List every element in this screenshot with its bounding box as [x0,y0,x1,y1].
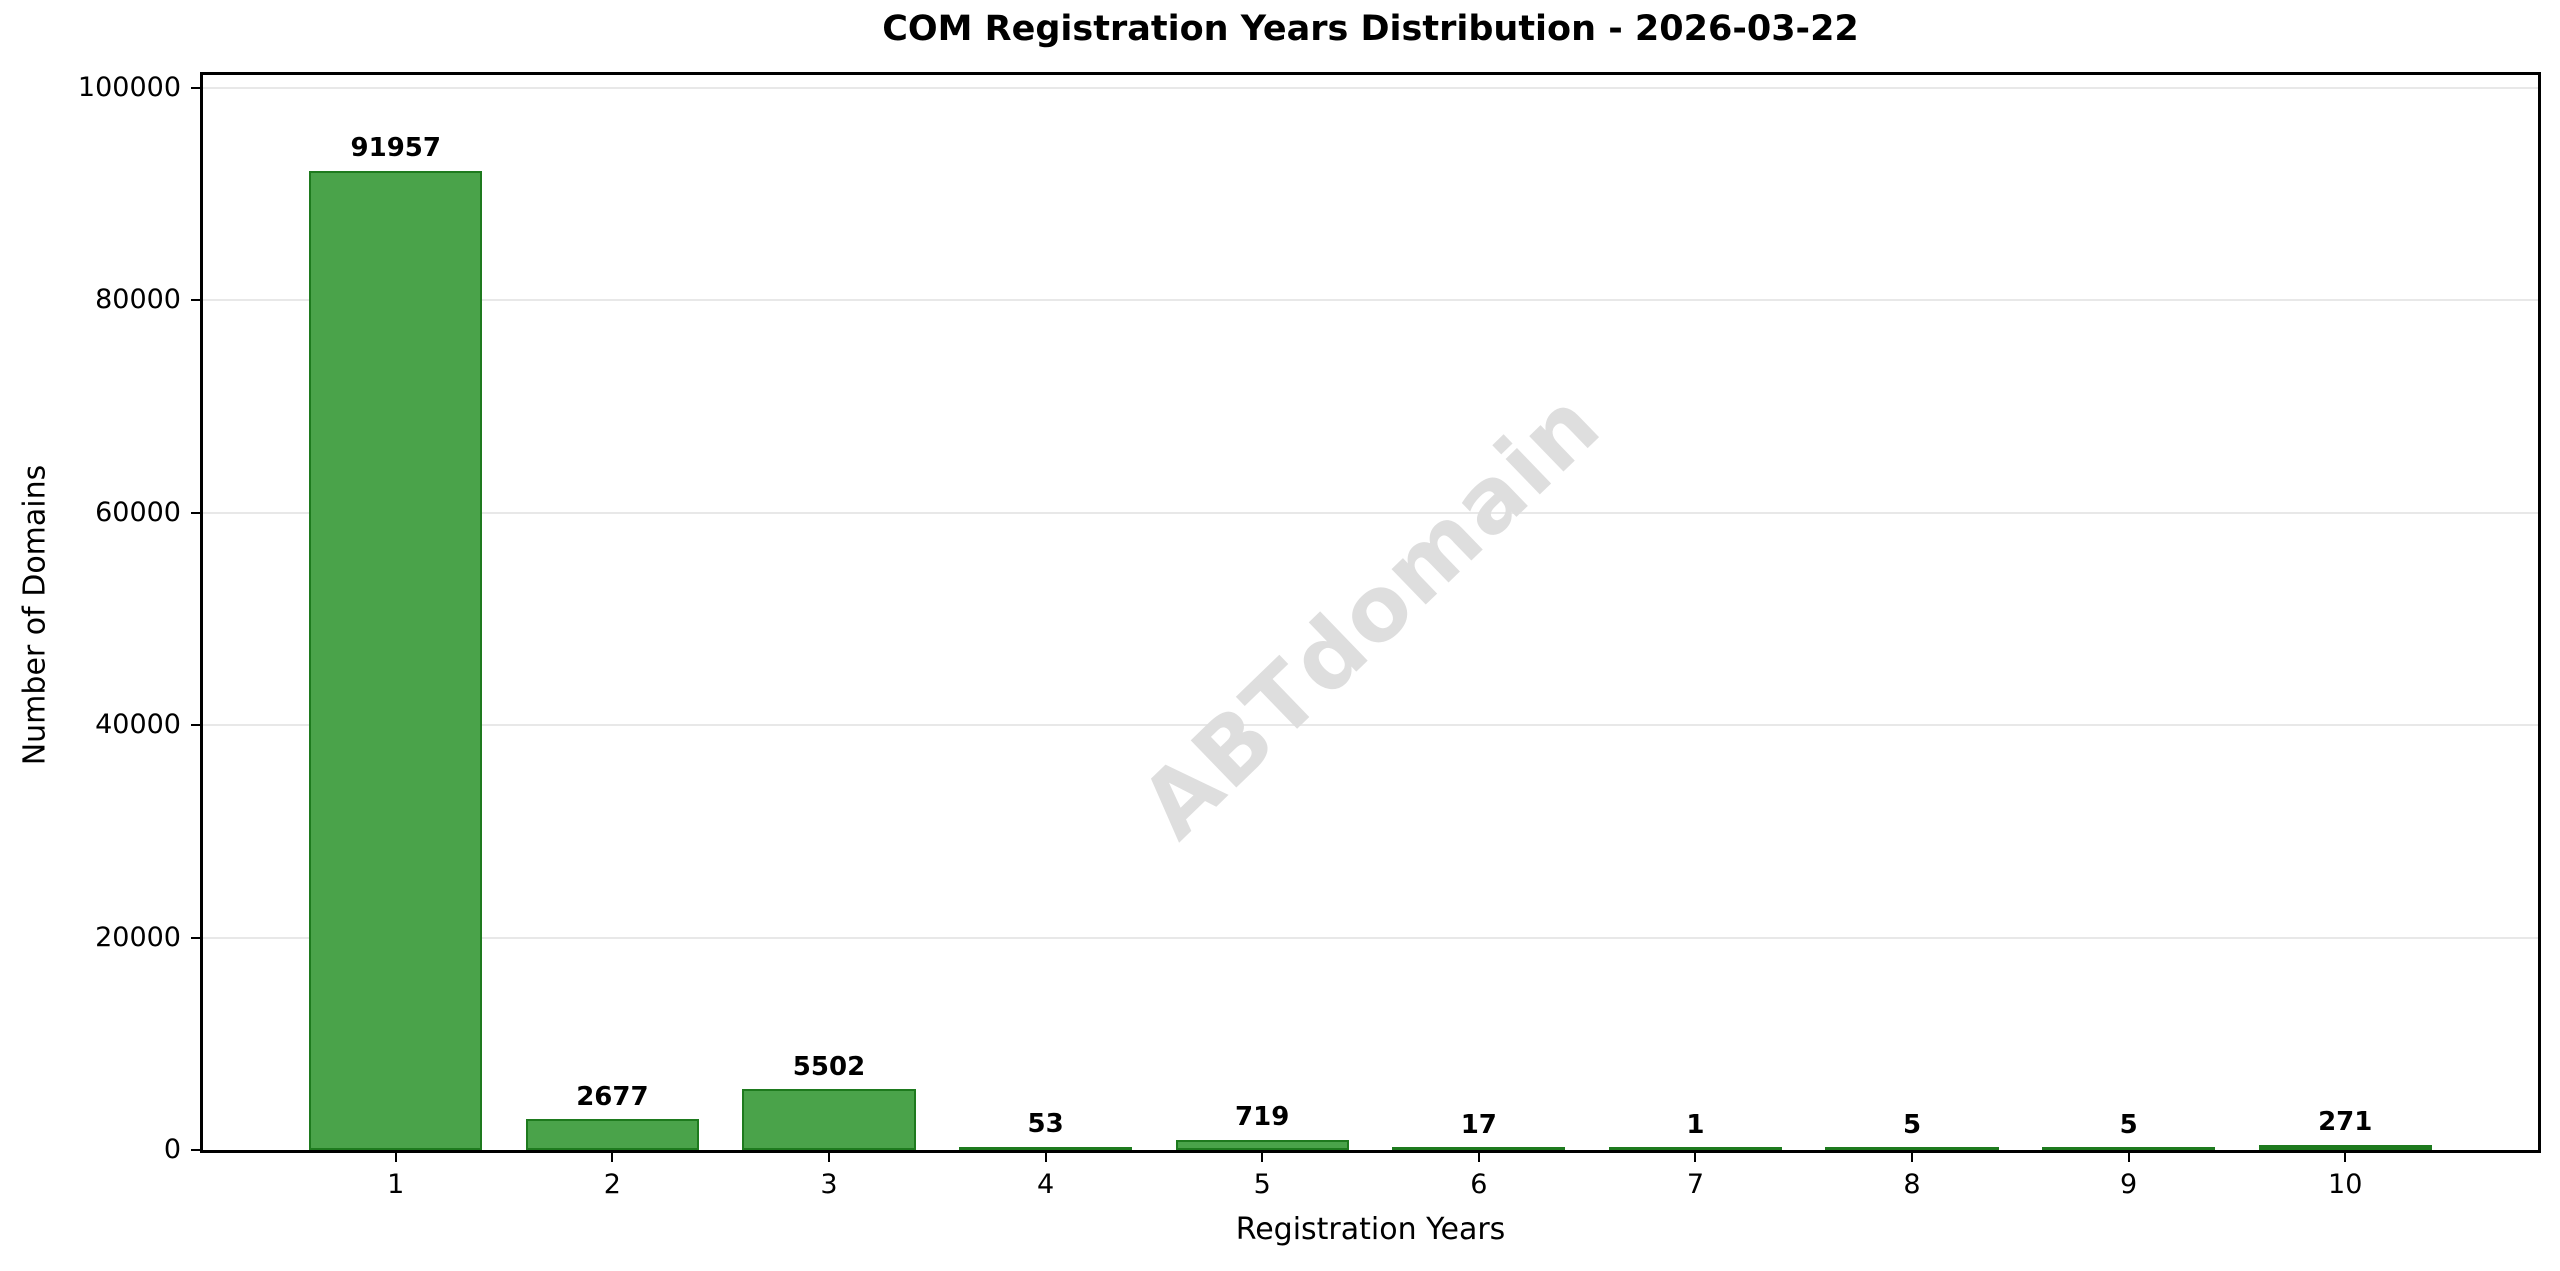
x-tick-label: 3 [820,1169,838,1200]
chart-title: COM Registration Years Distribution - 20… [882,9,1859,49]
bar-value-label: 5 [2119,1109,2138,1140]
bar [525,1119,700,1150]
bar-value-label: 271 [2318,1107,2373,1138]
bar [2258,1144,2432,1150]
gridline [203,724,2538,727]
x-tick [2127,1153,2130,1162]
bar-value-label: 17 [1460,1109,1497,1140]
x-tick [394,1153,397,1162]
x-tick [1044,1153,1047,1162]
y-tick-label: 20000 [95,921,181,953]
y-tick [191,936,200,939]
watermark: ABTdomain [1120,370,1621,859]
y-tick [191,511,200,514]
bar [2041,1147,2216,1150]
x-tick-label: 6 [1470,1169,1488,1200]
y-tick [191,86,200,89]
x-tick-label: 5 [1253,1169,1271,1200]
bar-value-label: 53 [1027,1109,1064,1140]
x-tick [2344,1153,2347,1162]
bar [1392,1147,1566,1150]
plot-border-bottom [200,1150,2541,1153]
y-tick [191,724,200,727]
x-tick [827,1153,830,1162]
x-tick-label: 1 [387,1169,405,1200]
bar [1825,1147,1999,1150]
bar [309,170,483,1150]
x-tick-label: 8 [1903,1169,1921,1200]
y-tick-label: 60000 [95,496,181,528]
y-tick [191,299,200,302]
x-tick-label: 9 [2120,1169,2138,1200]
x-tick-label: 2 [603,1169,621,1200]
x-tick [1694,1153,1697,1162]
x-tick [1911,1153,1913,1162]
bar-value-label: 91957 [350,133,441,164]
gridline [203,299,2538,302]
bar [1175,1139,1349,1150]
gridline [203,936,2538,939]
x-tick-label: 4 [1036,1169,1055,1200]
y-tick [191,1149,200,1151]
y-tick-label: 40000 [95,709,181,741]
bar-value-label: 2677 [576,1081,649,1112]
x-tick [1477,1153,1480,1162]
x-tick [611,1153,614,1162]
x-axis-label: Registration Years [1235,1212,1506,1247]
bar [958,1146,1133,1150]
y-tick-label: 0 [163,1134,181,1165]
bar-value-label: 719 [1235,1102,1290,1133]
plot-border-left [200,72,203,1153]
bar-value-label: 5 [1902,1109,1922,1140]
x-tick-label: 10 [2328,1169,2363,1200]
x-tick [1261,1153,1264,1162]
x-tick-label: 7 [1686,1169,1704,1200]
bar-value-label: 5502 [792,1051,866,1082]
gridline [203,86,2538,89]
bar [742,1089,916,1150]
bar [1608,1147,1783,1150]
gridline [203,511,2538,514]
plot-border-right [2538,72,2541,1153]
y-tick-label: 80000 [95,284,181,316]
plot-border-top [200,72,2541,75]
y-tick-label: 100000 [77,71,181,103]
bar-value-label: 1 [1686,1109,1705,1140]
